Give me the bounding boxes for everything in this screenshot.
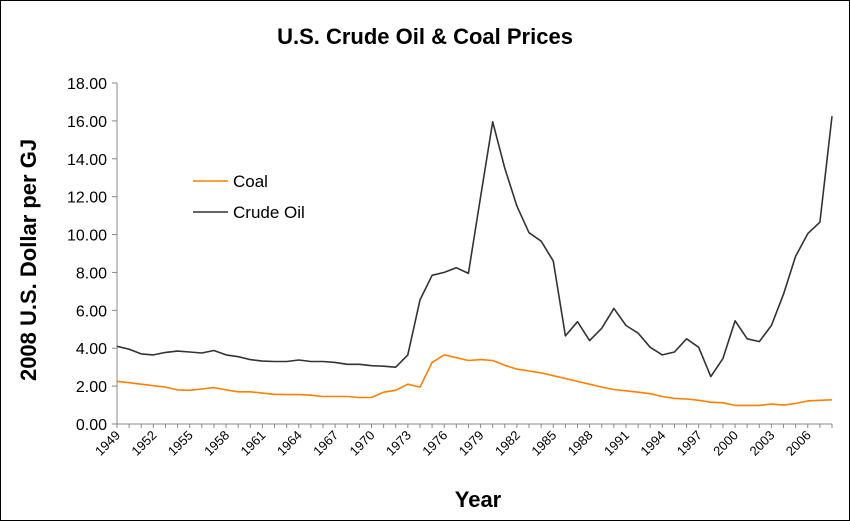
y-tick-label: 8.00: [76, 265, 107, 282]
series-line-crude-oil: [116, 116, 833, 378]
x-tick-label: 1985: [528, 428, 559, 459]
series-lines: [116, 116, 833, 407]
x-tick-label: 1955: [165, 428, 196, 459]
x-tick-label: 1970: [347, 428, 378, 459]
y-ticks: 0.00 2.00 4.00 6.00 8.00 10.00 12.00 14.00 16.00…: [67, 76, 117, 434]
x-tick-label: 1973: [383, 428, 414, 459]
y-tick-label: 0.00: [76, 417, 107, 434]
x-tick-label: 1997: [674, 428, 705, 459]
y-axis-title: 2008 U.S. Dollar per GJ: [16, 139, 41, 381]
x-tick-label: 1976: [419, 428, 450, 459]
y-tick-label: 2.00: [76, 379, 107, 396]
y-tick-label: 18.00: [67, 76, 107, 93]
x-axis-title: Year: [455, 487, 502, 512]
legend-label-crude-oil: Crude Oil: [233, 203, 305, 222]
x-tick-label: 1982: [492, 428, 523, 459]
y-tick-label: 16.00: [67, 114, 107, 131]
x-tick-label: 1991: [601, 428, 632, 459]
legend: Coal Crude Oil: [193, 172, 305, 222]
legend-label-coal: Coal: [233, 172, 268, 191]
x-tick-label: 2003: [746, 428, 777, 459]
x-tick-label: 1964: [274, 428, 305, 459]
x-tick-label: 1958: [201, 428, 232, 459]
x-tick-label: 2006: [783, 428, 814, 459]
chart-title: U.S. Crude Oil & Coal Prices: [277, 24, 573, 49]
series-line-coal: [116, 354, 833, 407]
x-tick-label: 1952: [128, 428, 159, 459]
y-tick-label: 14.00: [67, 152, 107, 169]
x-ticks: 1949 1952 1955 1958 1961 1964 1967 1970 1973 1976…: [92, 424, 833, 459]
x-tick-label: 1988: [565, 428, 596, 459]
y-tick-label: 4.00: [76, 341, 107, 358]
y-tick-label: 6.00: [76, 303, 107, 320]
x-tick-label: 1994: [637, 428, 668, 459]
x-tick-label: 1961: [237, 428, 268, 459]
x-tick-label: 1967: [310, 428, 341, 459]
y-tick-label: 10.00: [67, 228, 107, 245]
y-tick-label: 12.00: [67, 190, 107, 207]
x-tick-label: 2000: [710, 428, 741, 459]
x-tick-label: 1979: [456, 428, 487, 459]
